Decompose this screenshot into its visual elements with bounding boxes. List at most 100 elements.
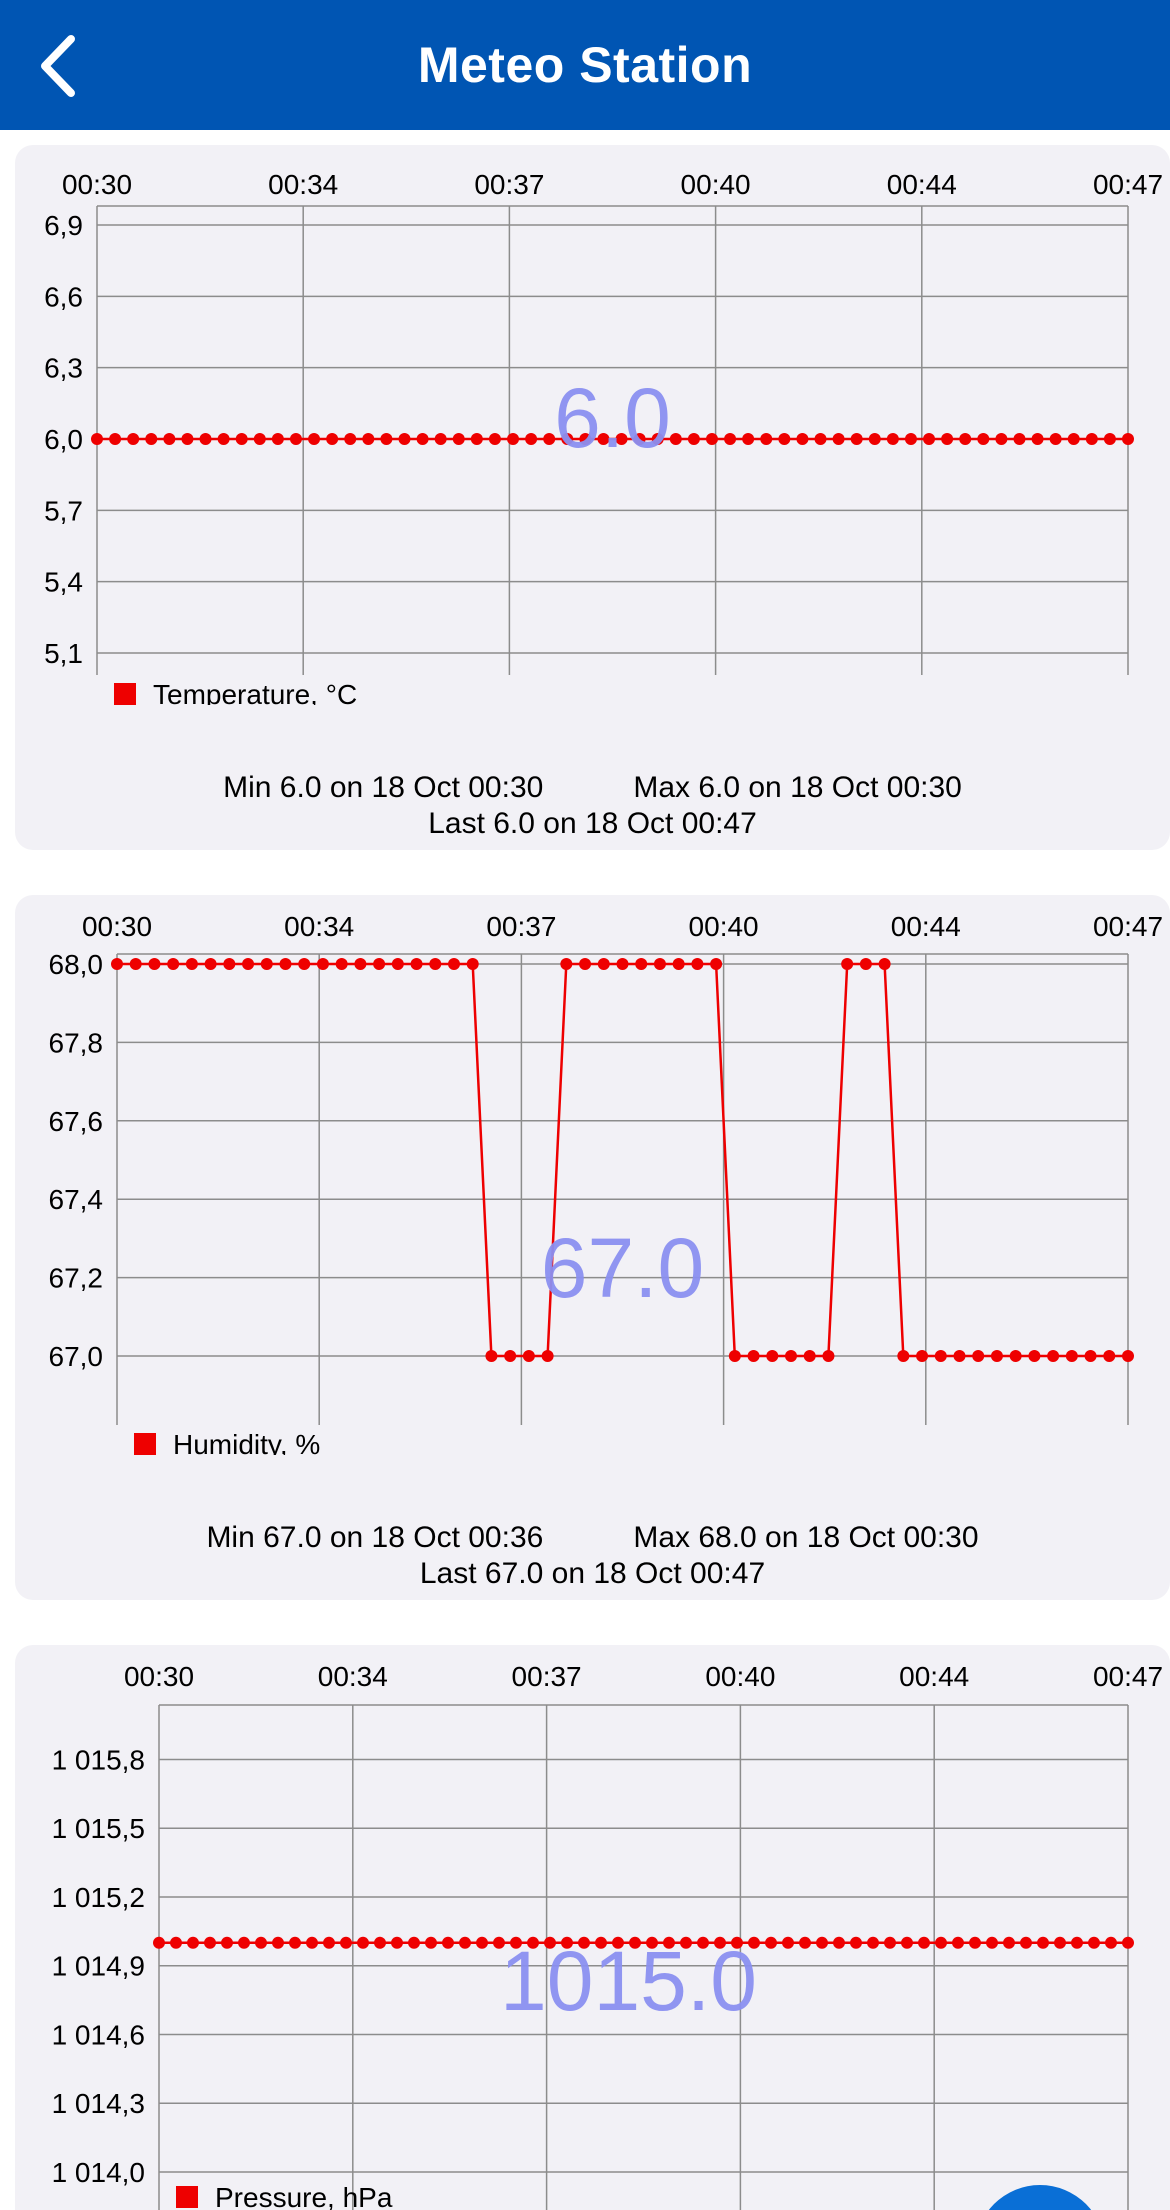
data-point xyxy=(918,1936,930,1949)
data-point xyxy=(1071,1936,1083,1949)
data-point xyxy=(199,433,212,445)
data-point xyxy=(357,1936,369,1949)
data-point xyxy=(710,958,723,970)
data-point xyxy=(253,433,266,445)
x-tick-label: 00:34 xyxy=(268,169,338,200)
data-point xyxy=(916,1350,929,1362)
data-point xyxy=(616,958,629,970)
y-tick-label: 1 014,0 xyxy=(52,2157,145,2188)
data-point xyxy=(691,958,704,970)
x-tick-label: 00:30 xyxy=(124,1661,194,1692)
data-point xyxy=(897,1350,910,1362)
data-point xyxy=(466,958,479,970)
data-point xyxy=(507,433,520,445)
x-tick-label: 00:34 xyxy=(318,1661,388,1692)
data-point xyxy=(204,1936,216,1949)
data-point xyxy=(1067,433,1080,445)
data-point xyxy=(832,433,845,445)
data-point xyxy=(1088,1936,1100,1949)
data-point xyxy=(850,433,863,445)
data-point xyxy=(298,958,311,970)
data-point xyxy=(145,433,158,445)
data-point xyxy=(934,1350,947,1362)
min-stat: Min 67.0 on 18 Oct 00:36 xyxy=(206,1521,544,1554)
data-point xyxy=(748,1936,760,1949)
data-point xyxy=(187,1936,199,1949)
legend-label: Humidity, % xyxy=(173,1429,320,1455)
data-point xyxy=(977,433,990,445)
data-point xyxy=(884,1936,896,1949)
humidity-card: 68,0 67,8 67,6 67,4 67,2 67,0 00:30 00:34 00:37 0… xyxy=(15,895,1170,1600)
data-point xyxy=(1105,1936,1117,1949)
min-stat: Min 6.0 on 18 Oct 00:30 xyxy=(223,771,544,804)
y-tick-label: 67,6 xyxy=(49,1106,104,1137)
y-tick-label: 6,0 xyxy=(44,424,83,455)
data-point xyxy=(373,958,386,970)
data-point xyxy=(923,433,936,445)
data-point xyxy=(629,1936,641,1949)
data-point xyxy=(886,433,899,445)
x-tick-label: 00:30 xyxy=(82,911,152,942)
data-point xyxy=(778,433,791,445)
data-point xyxy=(323,1936,335,1949)
data-point xyxy=(597,433,610,445)
data-point xyxy=(448,958,460,970)
y-tick-label: 67,0 xyxy=(49,1341,104,1372)
data-point xyxy=(153,1936,165,1949)
x-tick-label: 00:30 xyxy=(62,169,132,200)
data-point xyxy=(1054,1936,1066,1949)
x-tick-label: 00:47 xyxy=(1093,169,1163,200)
data-point xyxy=(760,433,773,445)
data-point xyxy=(163,433,176,445)
data-point xyxy=(663,1936,675,1949)
data-point xyxy=(959,433,972,445)
data-point xyxy=(109,433,122,445)
data-point xyxy=(493,1936,505,1949)
data-point xyxy=(814,433,827,445)
data-point xyxy=(901,1936,913,1949)
data-point xyxy=(1028,1350,1041,1362)
back-button[interactable] xyxy=(18,26,98,106)
y-tick-label: 6,9 xyxy=(44,210,83,241)
data-point xyxy=(785,1350,797,1362)
data-point xyxy=(1065,1350,1078,1362)
data-point xyxy=(340,1936,352,1949)
data-point xyxy=(705,433,718,445)
data-point xyxy=(714,1936,726,1949)
data-point xyxy=(972,1350,985,1362)
data-point xyxy=(476,1936,488,1949)
data-point xyxy=(850,1936,862,1949)
data-point xyxy=(391,1936,403,1949)
data-point xyxy=(633,433,646,445)
data-point xyxy=(452,433,465,445)
data-point xyxy=(765,1936,777,1949)
data-point xyxy=(442,1936,454,1949)
data-point xyxy=(728,1350,741,1362)
data-point xyxy=(646,1936,658,1949)
data-point xyxy=(561,1936,573,1949)
data-point xyxy=(579,433,592,445)
temperature-stats: Min 6.0 on 18 Oct 00:30 Max 6.0 on 18 Oc… xyxy=(15,770,1170,842)
data-point xyxy=(127,433,140,445)
data-point xyxy=(488,433,501,445)
last-stat: Last 6.0 on 18 Oct 00:47 xyxy=(428,807,757,840)
data-point xyxy=(1084,1350,1097,1362)
data-point xyxy=(362,433,375,445)
data-point xyxy=(669,433,682,445)
data-point xyxy=(541,1350,554,1362)
data-point xyxy=(822,1350,835,1362)
last-stat: Last 67.0 on 18 Oct 00:47 xyxy=(419,1557,766,1590)
data-point xyxy=(1003,1936,1015,1949)
data-point xyxy=(816,1936,828,1949)
data-point xyxy=(306,1936,318,1949)
current-value: 6.0 xyxy=(554,371,671,465)
y-tick-label: 67,8 xyxy=(49,1027,104,1058)
current-value: 1015.0 xyxy=(500,1934,757,2028)
data-point xyxy=(148,958,161,970)
data-point xyxy=(408,1936,420,1949)
humidity-stats: Min 67.0 on 18 Oct 00:36 Max 68.0 on 18 … xyxy=(15,1520,1170,1592)
data-point xyxy=(953,1350,966,1362)
data-point xyxy=(653,958,666,970)
x-tick-label: 00:37 xyxy=(486,911,556,942)
data-point xyxy=(579,958,592,970)
